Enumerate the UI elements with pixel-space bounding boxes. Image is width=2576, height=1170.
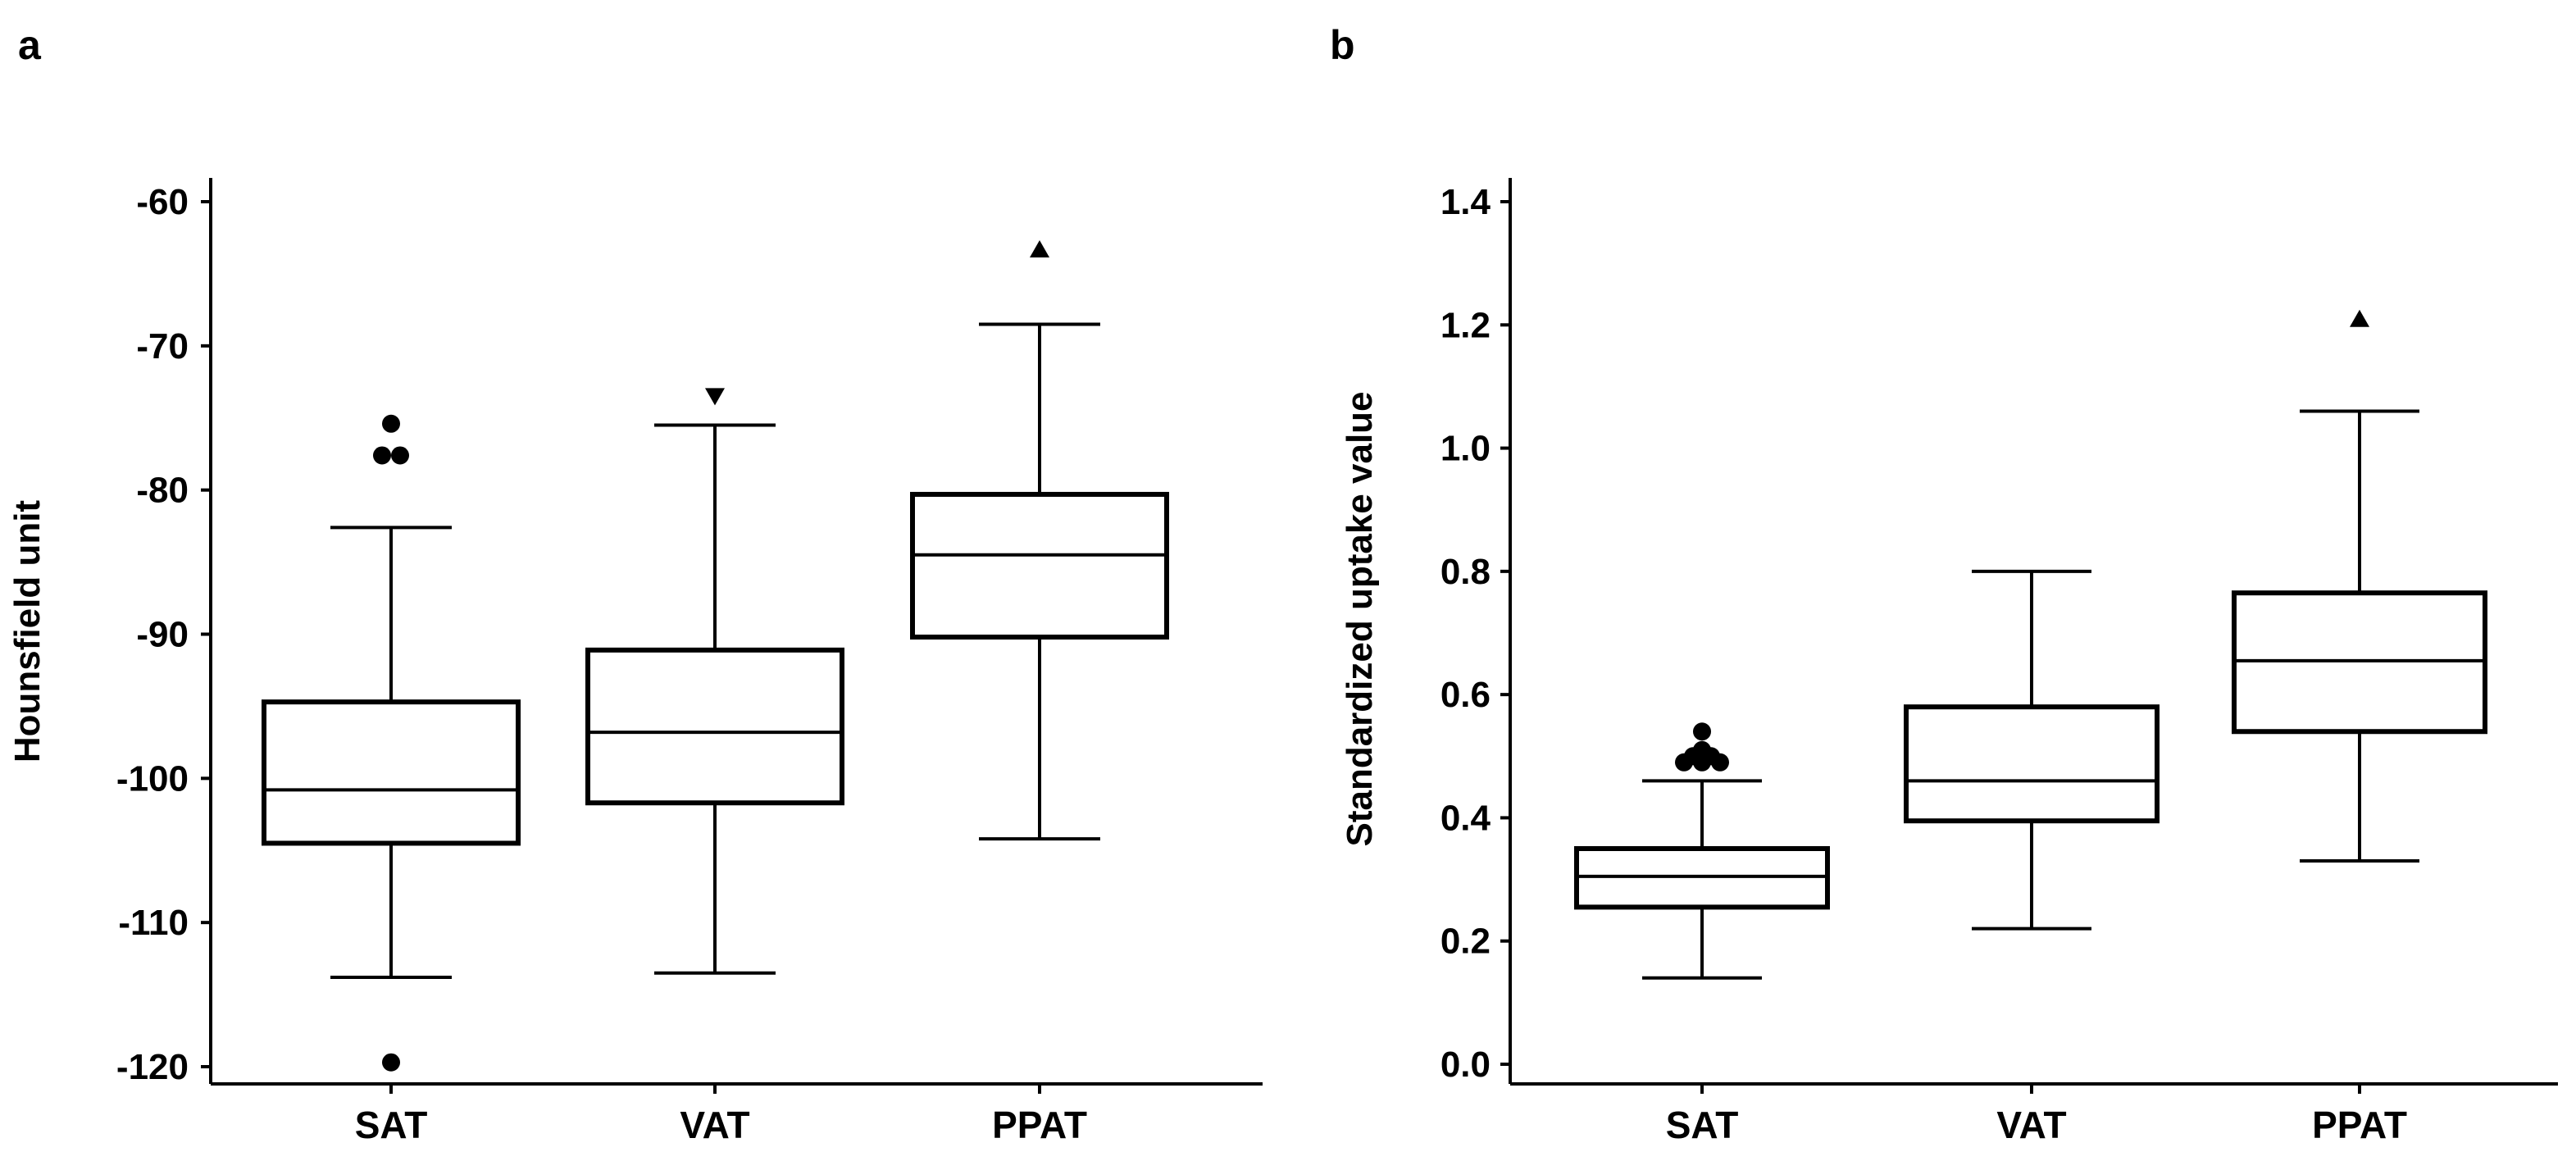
y-tick-label: -110 xyxy=(118,903,189,943)
iqr-box xyxy=(262,699,521,846)
panel-b-label: b xyxy=(1330,22,1355,68)
outlier-point xyxy=(1693,740,1711,759)
outlier-point xyxy=(705,388,725,406)
outlier-point xyxy=(382,1053,400,1072)
y-tick-label: -120 xyxy=(116,1047,189,1087)
outlier-point xyxy=(1030,240,1049,258)
outlier-point xyxy=(373,446,391,465)
box-vat xyxy=(585,388,844,975)
chart-panel-b: 0.0 0.2 0.4 0.6 0.8 1.0 1.2 1.4 Standardized upt… xyxy=(1340,178,2558,1146)
y-axis-title: Hounsfield unit xyxy=(7,500,48,763)
y-tick-label: 0.6 xyxy=(1440,675,1491,715)
box-sat xyxy=(1574,722,1830,980)
x-tick-label: PPAT xyxy=(992,1104,1087,1146)
y-tick-label: 1.4 xyxy=(1440,182,1491,222)
iqr-box xyxy=(1904,704,2160,824)
y-tick-label: 0.8 xyxy=(1440,552,1491,592)
x-tick-label: VAT xyxy=(680,1104,749,1146)
box-ppat xyxy=(2232,309,2487,863)
x-tick-label: SAT xyxy=(355,1104,428,1146)
y-tick-label: 0.2 xyxy=(1440,922,1491,962)
iqr-box xyxy=(585,647,844,806)
box-sat xyxy=(262,414,521,1072)
chart-panel-a: -60 -70 -80 -90 -100 -110 -120 Hounsfield unit S… xyxy=(7,178,1263,1146)
y-tick-label: -70 xyxy=(136,326,189,366)
outlier-point xyxy=(1693,722,1711,741)
outlier-point xyxy=(382,414,400,433)
y-axis-title: Standardized uptake value xyxy=(1340,391,1380,846)
y-tick-label: -90 xyxy=(136,615,189,655)
y-tick-label: 0.0 xyxy=(1440,1045,1491,1085)
x-tick-label: VAT xyxy=(1996,1104,2066,1146)
y-tick-label: -100 xyxy=(116,758,189,799)
panel-a-label: a xyxy=(18,22,42,68)
x-tick-label: SAT xyxy=(1666,1104,1739,1146)
outlier-point xyxy=(391,446,409,465)
box-ppat xyxy=(910,240,1169,841)
y-tick-label: -60 xyxy=(136,182,189,222)
y-tick-label: -80 xyxy=(136,471,189,511)
outlier-point xyxy=(2350,309,2369,327)
y-tick-label: 0.4 xyxy=(1440,798,1491,838)
y-tick-label: 1.2 xyxy=(1440,305,1491,345)
box-vat xyxy=(1904,569,2160,931)
x-tick-label: PPAT xyxy=(2312,1104,2407,1146)
iqr-box xyxy=(910,491,1169,640)
y-tick-label: 1.0 xyxy=(1440,429,1491,469)
